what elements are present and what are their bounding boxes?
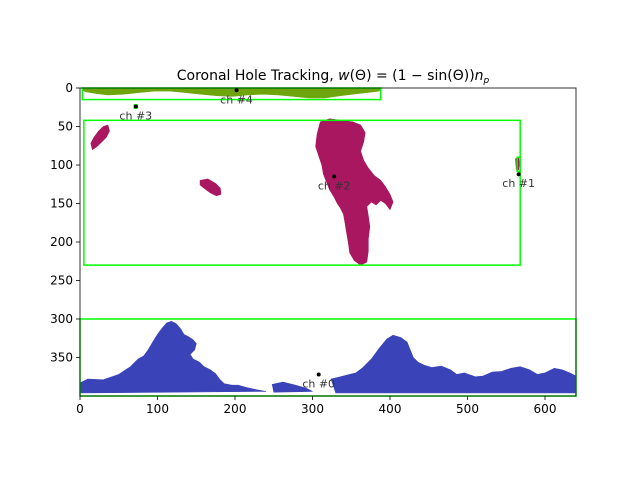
y-tick-label-250: 250	[50, 274, 73, 288]
centroid-marker-0	[316, 372, 321, 377]
y-tick-label-200: 200	[50, 235, 73, 249]
centroid-marker-3	[133, 104, 138, 109]
x-tick-label-0: 0	[76, 402, 84, 416]
x-tick-label-600: 600	[534, 402, 557, 416]
coronal-hole-label-2: ch #2	[318, 180, 351, 193]
plot-area: ch #0 ch #1 ch #2 ch #3 ch #4	[79, 87, 577, 397]
coronal-hole-region-0-3	[420, 373, 456, 388]
y-axis: 0 50 100 150 200 250 300 350	[50, 81, 80, 365]
coronal-hole-region-2-2	[199, 178, 222, 197]
tracking-box-2	[83, 119, 521, 266]
y-tick-label-300: 300	[50, 312, 73, 326]
y-tick-label-350: 350	[50, 351, 73, 365]
y-tick-label-150: 150	[50, 197, 73, 211]
x-axis: 0 100 200 300 400 500 600	[76, 396, 556, 416]
x-tick-label-400: 400	[379, 402, 402, 416]
y-tick-label-0: 0	[65, 81, 73, 95]
coronal-hole-region-2-1	[90, 124, 110, 151]
coronal-hole-label-1: ch #1	[502, 177, 535, 190]
x-tick-label-200: 200	[224, 402, 247, 416]
coronal-hole-region-2-0	[315, 118, 394, 266]
coronal-hole-region-0-0	[79, 320, 267, 394]
coronal-hole-region-0-2	[330, 334, 577, 394]
coronal-hole-regions	[79, 87, 577, 394]
centroid-marker-1	[516, 172, 521, 177]
x-tick-label-300: 300	[301, 402, 324, 416]
coronal-hole-region-0-1	[271, 381, 313, 393]
chart-title: Coronal Hole Tracking, w(Θ) = (1 − sin(Θ…	[177, 68, 490, 86]
y-tick-label-50: 50	[58, 120, 73, 134]
coronal-hole-label-4: ch #4	[220, 93, 253, 106]
y-tick-label-100: 100	[50, 158, 73, 172]
centroid-markers	[133, 88, 521, 377]
x-tick-label-100: 100	[146, 402, 169, 416]
coronal-hole-label-0: ch #0	[302, 377, 335, 390]
coronal-hole-region-4-0	[82, 87, 382, 99]
centroid-marker-2	[332, 174, 337, 179]
coronal-hole-labels: ch #0 ch #1 ch #2 ch #3 ch #4	[119, 93, 535, 390]
x-tick-label-500: 500	[456, 402, 479, 416]
centroid-marker-4	[234, 88, 239, 93]
coronal-hole-label-3: ch #3	[119, 109, 152, 122]
